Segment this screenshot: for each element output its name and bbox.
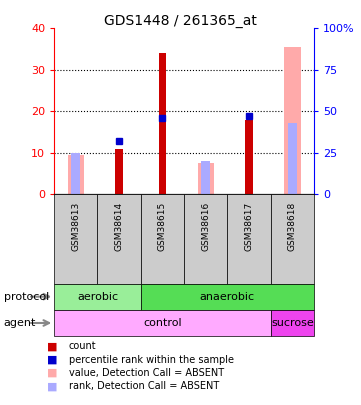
Text: ■: ■ xyxy=(47,355,57,364)
Text: ■: ■ xyxy=(47,341,57,351)
Text: ■: ■ xyxy=(47,368,57,378)
Text: GSM38617: GSM38617 xyxy=(245,202,253,251)
Text: agent: agent xyxy=(4,318,36,328)
Text: control: control xyxy=(143,318,182,328)
Text: anaerobic: anaerobic xyxy=(200,292,255,302)
Bar xyxy=(184,194,227,284)
Text: value, Detection Call = ABSENT: value, Detection Call = ABSENT xyxy=(69,368,224,378)
Bar xyxy=(288,123,297,194)
Text: GSM38615: GSM38615 xyxy=(158,202,167,251)
Text: GSM38618: GSM38618 xyxy=(288,202,297,251)
Text: rank, Detection Call = ABSENT: rank, Detection Call = ABSENT xyxy=(69,382,219,391)
Bar xyxy=(284,47,301,194)
Text: ■: ■ xyxy=(47,382,57,391)
Bar xyxy=(271,194,314,284)
Bar xyxy=(197,163,214,194)
Bar xyxy=(54,194,97,284)
Bar xyxy=(54,310,271,336)
Text: GSM38613: GSM38613 xyxy=(71,202,80,251)
Text: percentile rank within the sample: percentile rank within the sample xyxy=(69,355,234,364)
Text: GDS1448 / 261365_at: GDS1448 / 261365_at xyxy=(104,14,257,28)
Text: sucrose: sucrose xyxy=(271,318,314,328)
Text: aerobic: aerobic xyxy=(77,292,118,302)
Text: protocol: protocol xyxy=(4,292,49,302)
Bar xyxy=(271,310,314,336)
Bar xyxy=(97,194,141,284)
Bar xyxy=(115,149,123,194)
Bar xyxy=(245,119,253,194)
Bar xyxy=(201,161,210,194)
Bar xyxy=(71,153,81,194)
Bar xyxy=(68,155,84,194)
Bar xyxy=(54,284,141,310)
Bar xyxy=(141,284,314,310)
Text: GSM38616: GSM38616 xyxy=(201,202,210,251)
Bar xyxy=(227,194,271,284)
Text: count: count xyxy=(69,341,96,351)
Text: GSM38614: GSM38614 xyxy=(115,202,123,251)
Bar xyxy=(158,53,166,194)
Bar xyxy=(141,194,184,284)
